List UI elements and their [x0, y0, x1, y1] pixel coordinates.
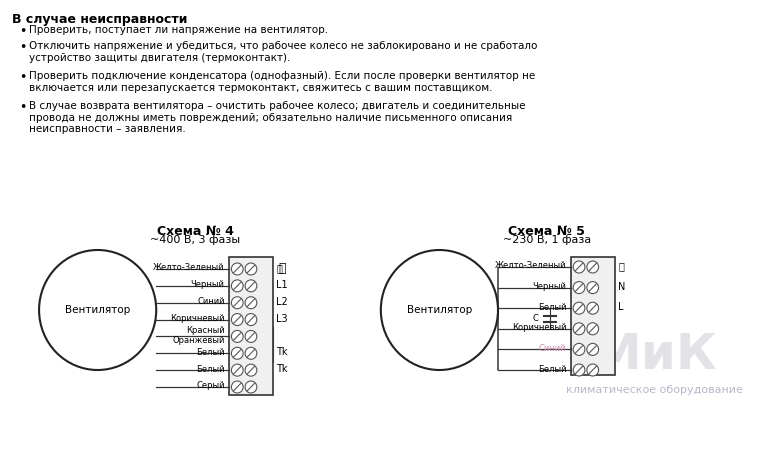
Text: ⏚: ⏚: [618, 261, 624, 271]
Text: Красный
Оранжевый: Красный Оранжевый: [172, 326, 224, 345]
Circle shape: [245, 331, 256, 342]
Circle shape: [380, 250, 498, 370]
Circle shape: [231, 314, 243, 325]
Text: L: L: [618, 302, 623, 312]
Circle shape: [587, 302, 599, 314]
Circle shape: [245, 364, 256, 376]
Text: Коричневый: Коричневый: [512, 323, 566, 332]
Text: Желто-Зеленый: Желто-Зеленый: [495, 262, 566, 270]
FancyBboxPatch shape: [572, 257, 615, 375]
Text: Вентилятор: Вентилятор: [407, 305, 472, 315]
Text: В случае неисправности: В случае неисправности: [11, 13, 187, 26]
Text: Черный: Черный: [533, 282, 566, 291]
Text: L1: L1: [276, 280, 288, 290]
Circle shape: [245, 280, 256, 292]
Circle shape: [231, 364, 243, 376]
Text: C: C: [532, 314, 538, 323]
FancyBboxPatch shape: [230, 327, 273, 362]
Text: В случае возврата вентилятора – очистить рабочее колесо; двигатель и соединитель: В случае возврата вентилятора – очистить…: [29, 101, 526, 134]
Text: Синий: Синий: [539, 344, 566, 353]
Text: Схема № 5: Схема № 5: [508, 225, 585, 238]
Text: Черный: Черный: [191, 280, 224, 289]
Circle shape: [245, 263, 256, 275]
Text: Синий: Синий: [197, 297, 224, 306]
Text: Схема № 4: Схема № 4: [157, 225, 234, 238]
Circle shape: [231, 331, 243, 342]
Text: •: •: [20, 101, 27, 114]
Circle shape: [245, 381, 256, 393]
Text: Белый: Белый: [196, 348, 224, 357]
Text: ⏚: ⏚: [279, 262, 286, 275]
Text: ~230 В, 1 фаза: ~230 В, 1 фаза: [503, 235, 591, 245]
Text: климатическое оборудование: климатическое оборудование: [565, 385, 743, 395]
Text: •: •: [20, 41, 27, 54]
Text: L3: L3: [276, 314, 288, 323]
Text: Tk: Tk: [276, 364, 288, 374]
Circle shape: [231, 263, 243, 275]
Circle shape: [587, 282, 599, 294]
Circle shape: [231, 280, 243, 292]
Text: •: •: [20, 25, 27, 38]
Circle shape: [573, 323, 585, 335]
Circle shape: [573, 343, 585, 355]
Circle shape: [587, 323, 599, 335]
Circle shape: [587, 364, 599, 376]
Text: Серый: Серый: [196, 381, 224, 390]
Text: •: •: [20, 71, 27, 84]
Circle shape: [245, 314, 256, 325]
Text: Проверить подключение конденсатора (однофазный). Если после проверки вентилятор : Проверить подключение конденсатора (одно…: [29, 71, 536, 93]
Text: Белый: Белый: [538, 364, 566, 373]
Circle shape: [231, 347, 243, 359]
Text: ~400 В, 3 фазы: ~400 В, 3 фазы: [150, 235, 240, 245]
Text: Tk: Tk: [276, 347, 288, 357]
Text: Вентилятор: Вентилятор: [65, 305, 130, 315]
Circle shape: [39, 250, 156, 370]
Text: Белый: Белый: [538, 303, 566, 312]
Circle shape: [573, 364, 585, 376]
Circle shape: [573, 282, 585, 294]
FancyBboxPatch shape: [230, 257, 273, 395]
Circle shape: [231, 297, 243, 309]
Circle shape: [245, 347, 256, 359]
Circle shape: [245, 297, 256, 309]
Circle shape: [573, 302, 585, 314]
Circle shape: [587, 343, 599, 355]
Text: Белый: Белый: [196, 365, 224, 374]
Circle shape: [231, 381, 243, 393]
Circle shape: [587, 261, 599, 273]
Text: N: N: [618, 282, 626, 292]
Circle shape: [573, 261, 585, 273]
Text: Проверить, поступает ли напряжение на вентилятор.: Проверить, поступает ли напряжение на ве…: [29, 25, 329, 35]
Text: МиК: МиК: [591, 331, 717, 379]
Text: L2: L2: [276, 297, 288, 307]
Text: ⏚: ⏚: [276, 263, 282, 273]
Text: Желто-Зеленый: Желто-Зеленый: [153, 264, 224, 273]
Text: Отключить напряжение и убедиться, что рабочее колесо не заблокировано и не срабо: Отключить напряжение и убедиться, что ра…: [29, 41, 538, 63]
Text: Коричневый: Коричневый: [170, 314, 224, 323]
